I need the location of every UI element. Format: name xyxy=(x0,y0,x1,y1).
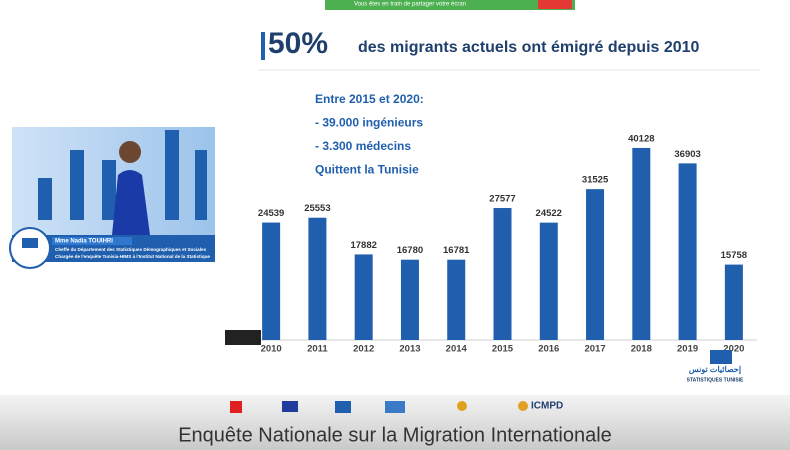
partner-logos: ICMPD xyxy=(230,401,563,413)
share-banner xyxy=(325,0,575,10)
value-label: 40128 xyxy=(628,133,654,144)
ins-logo-right: إحصائيات تونس STATISTIQUES TUNISIE xyxy=(687,350,744,383)
value-label: 24539 xyxy=(258,208,284,219)
title-percent: 50% xyxy=(268,27,328,60)
stop-button[interactable] xyxy=(538,0,572,9)
bar xyxy=(724,264,743,340)
x-tick-label: 2012 xyxy=(353,344,374,355)
chart: Entre 2015 et 2020: - 39.000 ingénieurs - … xyxy=(248,92,757,355)
bar xyxy=(539,222,558,340)
partner-logo xyxy=(385,401,405,413)
bar xyxy=(354,254,373,340)
bar xyxy=(262,222,281,340)
partner-logo xyxy=(282,401,298,412)
video-backdrop xyxy=(195,150,207,220)
footer-caption: Enquête Nationale sur la Migration Inter… xyxy=(178,424,612,446)
speaker-video: Mme Nadia TOUIHRI Cheffe du Département … xyxy=(9,127,215,269)
share-notice: Vous êtes en train de partager votre écr… xyxy=(354,2,466,8)
name-band xyxy=(52,237,132,245)
x-tick-label: 2020 xyxy=(723,344,744,355)
speaker-role: Chargée de l'enquête Tunisia-HIMS à l'In… xyxy=(55,254,210,259)
partner-logo xyxy=(335,401,351,413)
annotation: - 39.000 ingénieurs xyxy=(315,116,423,130)
ins-logo-mark xyxy=(22,238,38,248)
value-label: 31525 xyxy=(582,175,609,186)
icmpd-logo: ICMPD xyxy=(531,401,563,412)
x-tick-label: 2011 xyxy=(307,344,328,355)
title-text: des migrants actuels ont émigré depuis 2… xyxy=(358,39,700,56)
x-tick-label: 2018 xyxy=(631,344,652,355)
partner-logo xyxy=(457,401,467,411)
logo-arabic: إحصائيات تونس xyxy=(689,365,741,375)
speaker-name: Mme Nadia TOUIHRI xyxy=(55,239,113,245)
overlay-box xyxy=(225,330,261,345)
video-backdrop xyxy=(70,150,84,220)
title-accent xyxy=(261,32,265,60)
x-tick-label: 2019 xyxy=(677,344,698,355)
value-label: 36903 xyxy=(674,149,700,160)
speaker-role: Cheffe du Département des Statistiques D… xyxy=(55,247,207,252)
value-label: 27577 xyxy=(489,194,515,205)
partner-logo xyxy=(518,401,528,411)
value-label: 17882 xyxy=(350,240,376,251)
x-tick-label: 2014 xyxy=(446,344,468,355)
bar xyxy=(308,217,327,340)
video-backdrop xyxy=(102,160,116,220)
bar xyxy=(447,259,466,340)
x-tick-label: 2013 xyxy=(399,344,420,355)
bar xyxy=(678,163,697,340)
x-tick-label: 2010 xyxy=(261,344,282,355)
bar xyxy=(586,189,605,340)
annotation: Entre 2015 et 2020: xyxy=(315,92,424,106)
x-tick-label: 2015 xyxy=(492,344,514,355)
bar xyxy=(632,147,651,340)
x-tick-label: 2017 xyxy=(584,344,605,355)
bar xyxy=(400,259,419,340)
value-label: 16780 xyxy=(397,245,423,256)
speaker-body xyxy=(112,170,150,235)
annotation: - 3.300 médecins xyxy=(315,139,411,153)
logo-mark xyxy=(710,350,732,364)
video-backdrop xyxy=(38,178,52,220)
value-label: 24522 xyxy=(536,208,562,219)
speaker-head xyxy=(119,141,141,163)
bar xyxy=(493,208,512,340)
value-label: 15758 xyxy=(721,250,747,261)
value-label: 25553 xyxy=(304,203,330,214)
logo-latin: STATISTIQUES TUNISIE xyxy=(687,377,744,383)
video-backdrop xyxy=(165,130,179,220)
annotation: Quittent la Tunisie xyxy=(315,163,419,177)
x-tick-label: 2016 xyxy=(538,344,559,355)
value-label: 16781 xyxy=(443,245,470,256)
partner-logo xyxy=(230,401,242,413)
